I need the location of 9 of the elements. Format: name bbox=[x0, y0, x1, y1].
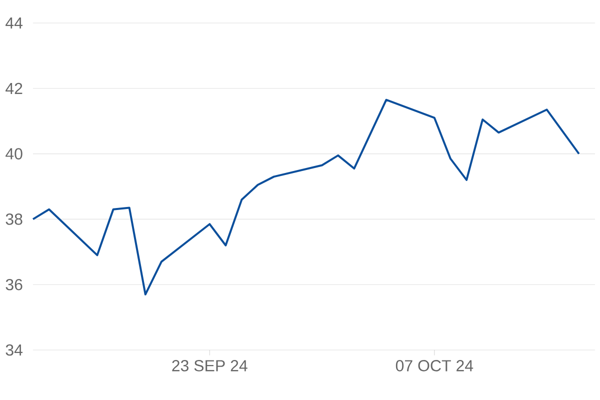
y-tick-label: 44 bbox=[6, 18, 23, 28]
line-series bbox=[32, 98, 580, 296]
y-tick-label: 36 bbox=[6, 278, 22, 290]
y-tick-label: 34 bbox=[6, 344, 23, 356]
y-tick-label: 38 bbox=[6, 214, 22, 225]
y-tick-label: 40 bbox=[6, 148, 22, 160]
y-tick-label: 42 bbox=[6, 82, 22, 94]
x-tick-label: 07 OCT 24 bbox=[396, 360, 474, 372]
x-tick-label: 23 SEP 24 bbox=[172, 360, 248, 372]
